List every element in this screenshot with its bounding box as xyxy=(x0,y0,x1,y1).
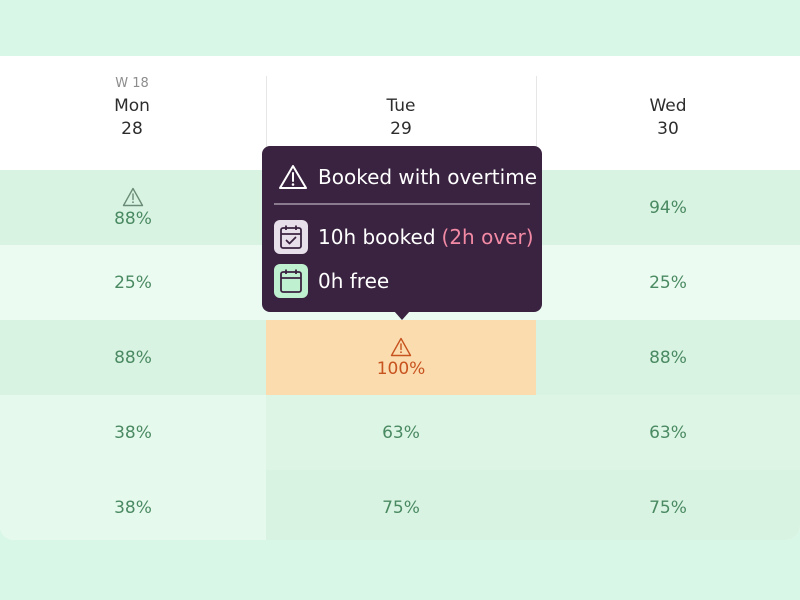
day-header-wed[interactable]: Wed 30 xyxy=(536,56,800,170)
capacity-percent: 38% xyxy=(114,497,152,518)
tooltip-arrow xyxy=(394,311,410,320)
calendar-check-icon xyxy=(274,220,308,254)
capacity-cell[interactable]: 63% xyxy=(536,395,800,470)
free-text: 0h free xyxy=(318,269,390,293)
booked-row: 10h booked (2h over) xyxy=(274,219,534,255)
capacity-cell[interactable]: 94% xyxy=(536,170,800,245)
calendar-header: W 18 Mon 28 Tue 29 Wed 30 xyxy=(0,56,800,170)
tooltip-title: Booked with overtime xyxy=(278,164,537,190)
week-label: W 18 xyxy=(115,76,149,91)
capacity-cell[interactable]: 25% xyxy=(536,245,800,320)
capacity-cell[interactable]: 88% xyxy=(0,170,266,245)
column-divider xyxy=(266,76,267,170)
capacity-percent: 25% xyxy=(649,272,687,293)
capacity-percent: 94% xyxy=(649,197,687,218)
warning-icon xyxy=(279,165,307,189)
capacity-percent: 63% xyxy=(649,422,687,443)
day-header-mon[interactable]: W 18 Mon 28 xyxy=(0,56,266,170)
capacity-percent: 25% xyxy=(114,272,152,293)
capacity-cell[interactable]: 100% xyxy=(266,320,536,395)
free-row: 0h free xyxy=(274,263,389,299)
day-number: 29 xyxy=(390,119,412,139)
capacity-cell[interactable]: 88% xyxy=(0,320,266,395)
capacity-percent: 100% xyxy=(376,358,426,379)
capacity-percent: 38% xyxy=(114,422,152,443)
capacity-cell[interactable]: 25% xyxy=(0,245,266,320)
capacity-percent: 75% xyxy=(649,497,687,518)
capacity-percent: 88% xyxy=(114,347,152,368)
overtime-tooltip: Booked with overtime 10h booked (2h over… xyxy=(262,146,542,320)
capacity-cell[interactable]: 75% xyxy=(536,470,800,540)
capacity-percent: 75% xyxy=(382,497,420,518)
capacity-percent: 88% xyxy=(114,208,152,229)
capacity-cell[interactable]: 63% xyxy=(266,395,536,470)
column-divider xyxy=(536,76,537,170)
capacity-cell[interactable]: 88% xyxy=(536,320,800,395)
capacity-cell[interactable]: 38% xyxy=(0,395,266,470)
booked-text: 10h booked xyxy=(318,225,436,249)
calendar-icon xyxy=(274,264,308,298)
capacity-cell[interactable]: 75% xyxy=(266,470,536,540)
overtime-text: (2h over) xyxy=(441,225,534,249)
capacity-calendar: W 18 Mon 28 Tue 29 Wed 30 88% 94% 25% 25% 88… xyxy=(0,56,800,540)
day-name: Tue xyxy=(386,96,416,116)
day-name: Mon xyxy=(114,96,150,116)
tooltip-title-text: Booked with overtime xyxy=(318,165,537,189)
day-number: 28 xyxy=(121,119,143,139)
capacity-percent: 88% xyxy=(649,347,687,368)
day-number: 30 xyxy=(657,119,679,139)
warning-icon xyxy=(122,187,144,206)
tooltip-divider xyxy=(274,203,530,205)
day-header-tue[interactable]: Tue 29 xyxy=(266,56,536,170)
warning-icon xyxy=(390,337,412,356)
capacity-percent: 63% xyxy=(382,422,420,443)
day-name: Wed xyxy=(649,96,687,116)
capacity-cell[interactable]: 38% xyxy=(0,470,266,540)
